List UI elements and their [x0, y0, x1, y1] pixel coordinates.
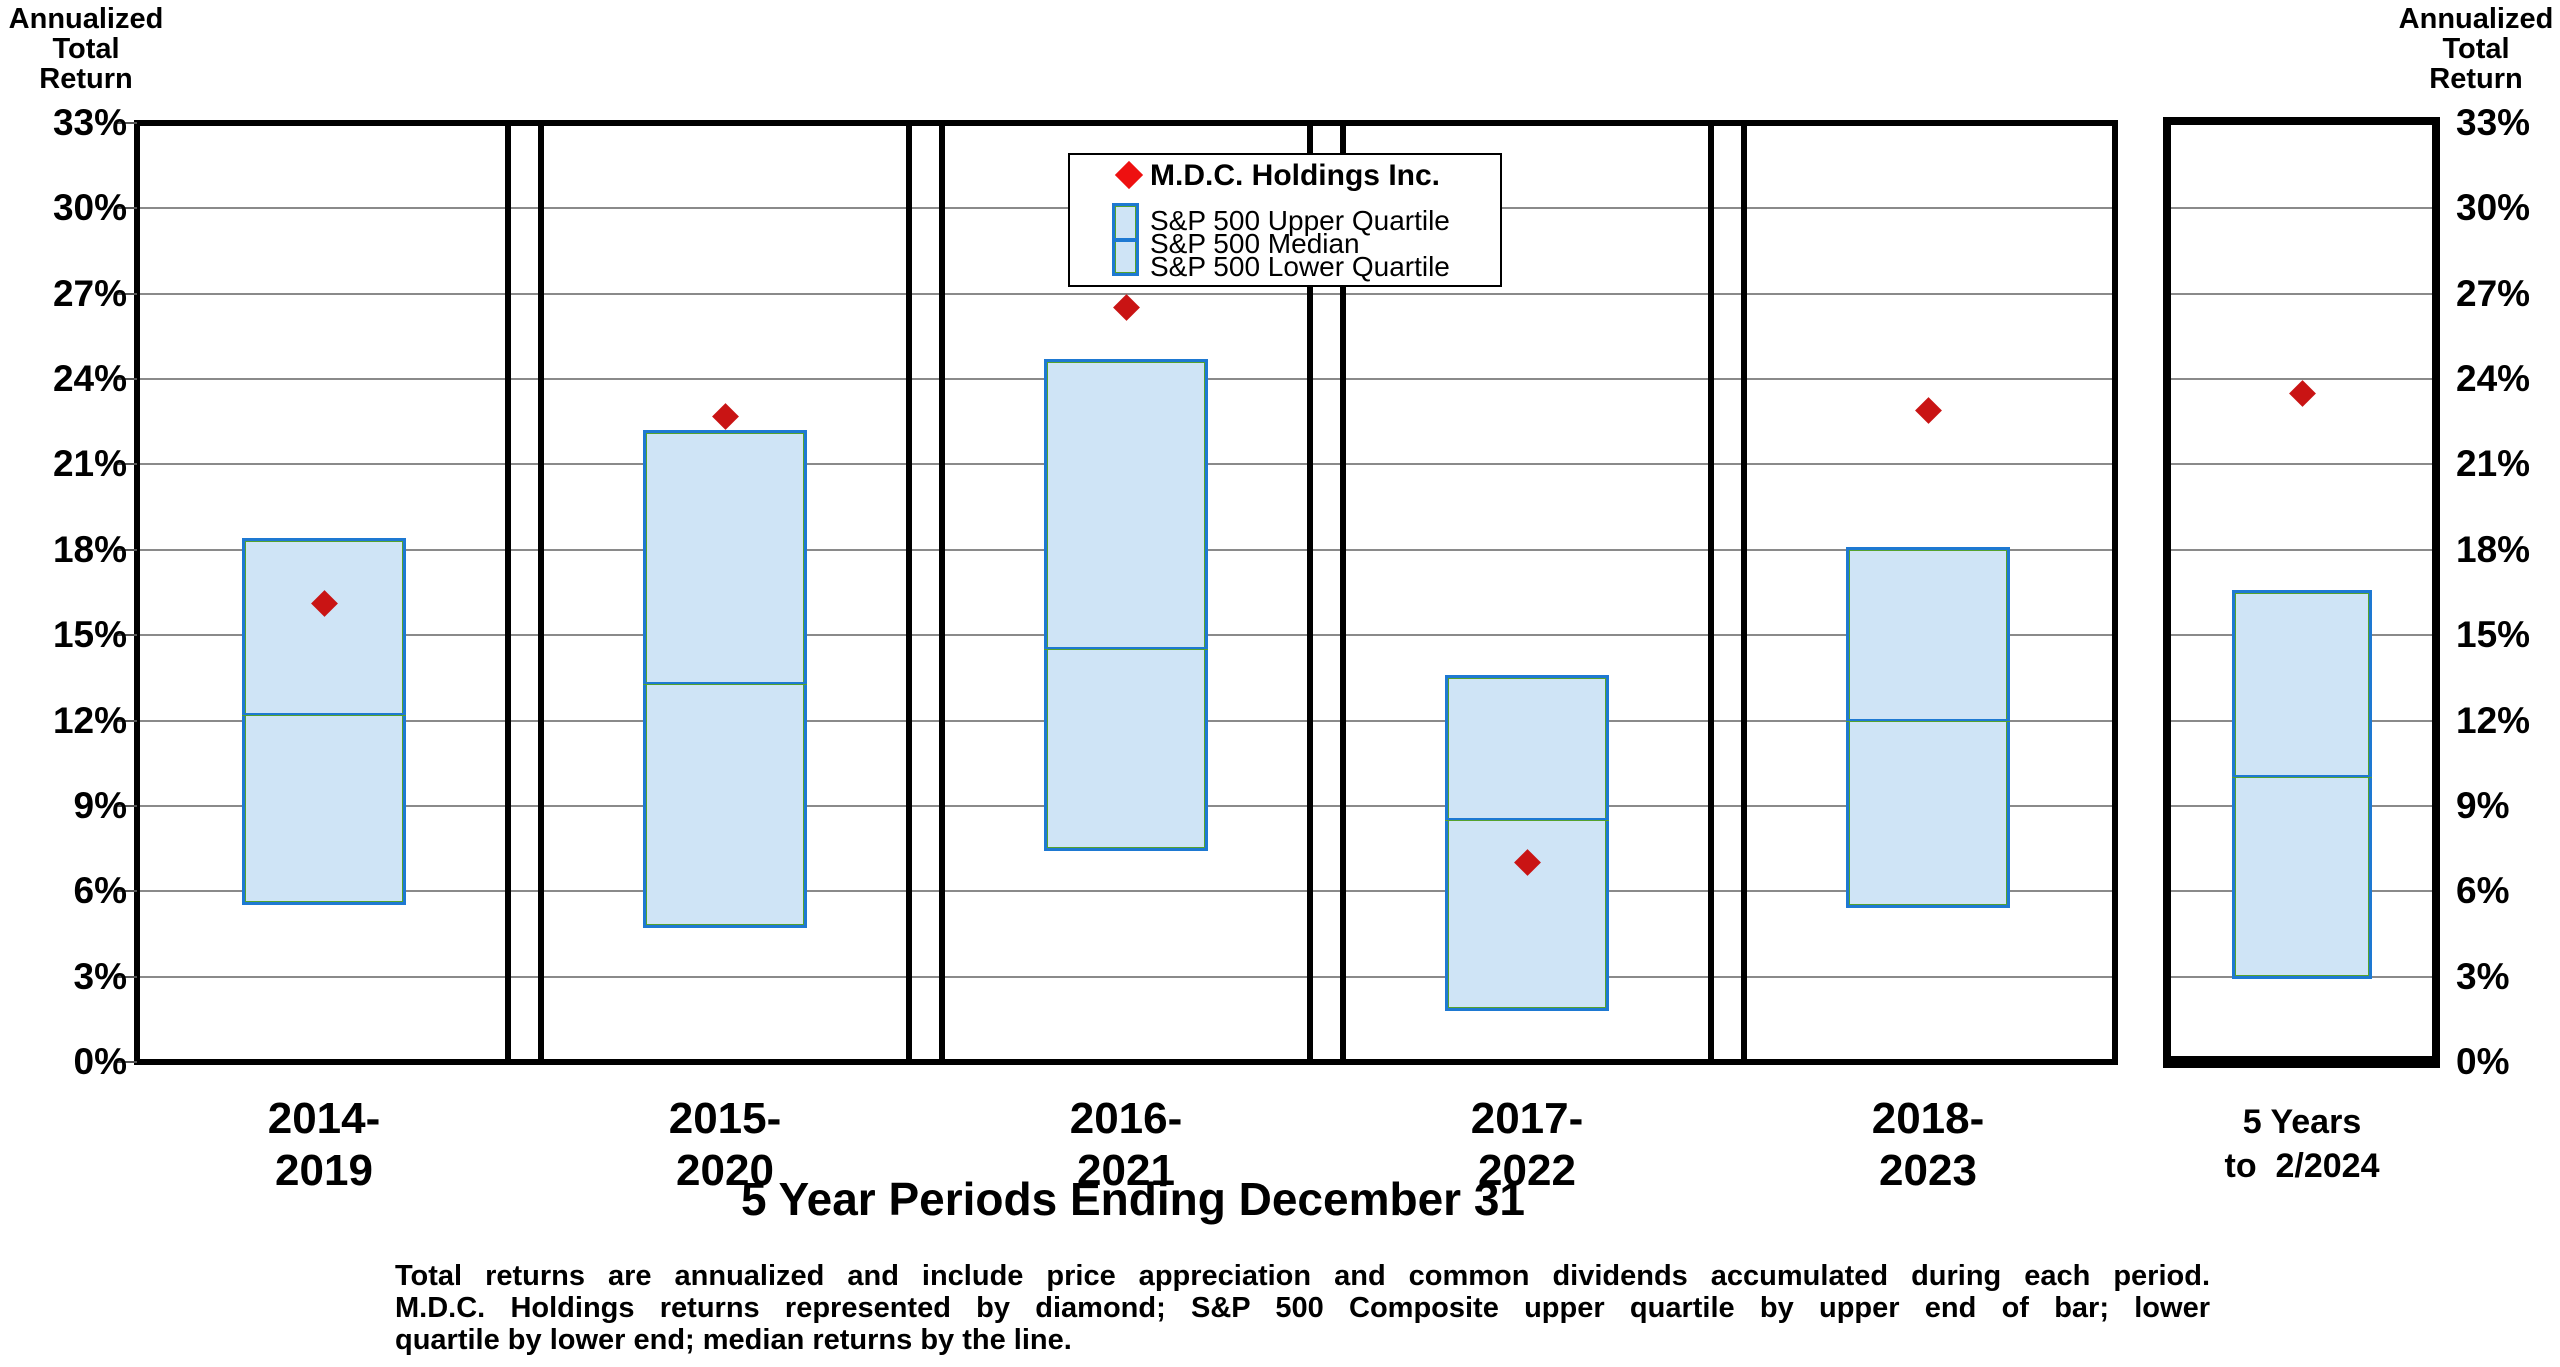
y-axis-tick	[115, 292, 137, 295]
y-axis-tick-label-left: 0%	[73, 1041, 127, 1082]
y-axis-tick-label-right: 30%	[2456, 187, 2531, 229]
y-axis-title-line: Return	[39, 63, 133, 95]
y-axis-tick-label-left: 3%	[73, 955, 127, 997]
x-axis-category-label: 5 Years to 2/2024	[2224, 1103, 2380, 1185]
y-axis-tick-label-right: 33%	[2456, 101, 2531, 143]
y-axis-tick-label-left: 12%	[52, 699, 127, 741]
y-axis-tick-label-left: 9%	[73, 784, 127, 826]
x-axis-category-label: 2015- 2020	[668, 1094, 782, 1195]
y-axis-tick-label-right: 3%	[2456, 955, 2510, 997]
sp500-median-line	[643, 681, 807, 685]
x-axis-title: 5 Year Periods Ending December 31	[740, 1173, 1526, 1225]
y-axis-tick	[115, 378, 137, 381]
panel-divider	[906, 120, 912, 1065]
gridline	[140, 292, 2112, 295]
y-axis-title-line: Return	[2429, 63, 2523, 95]
panel-divider	[538, 120, 544, 1065]
x-axis-category-label: 2014- 2019	[267, 1094, 381, 1195]
x-axis-category-label: 2017- 2022	[1470, 1094, 1584, 1195]
y-axis-title-line: Total	[52, 33, 120, 65]
panel-divider	[939, 120, 945, 1065]
y-axis-tick-label-left: 15%	[52, 614, 127, 656]
gridline	[2171, 463, 2432, 466]
y-axis-tick	[115, 804, 137, 807]
sp500-median-line	[1445, 818, 1609, 822]
y-axis-tick-label-right: 27%	[2456, 272, 2531, 314]
y-axis-tick	[115, 207, 137, 210]
y-axis-tick	[115, 463, 137, 466]
y-axis-tick-label-left: 21%	[52, 443, 127, 485]
y-axis-tick	[115, 890, 137, 893]
y-axis-tick	[115, 1061, 137, 1063]
gridline	[2171, 548, 2432, 551]
footnote: Total returns are annualized and include…	[395, 1260, 2210, 1356]
sp500-quartile-bar	[2232, 589, 2372, 980]
y-axis-tick	[115, 548, 137, 551]
gridline	[140, 975, 2112, 978]
sp500-median-line	[1044, 647, 1208, 651]
y-axis-tick-label-left: 27%	[52, 272, 127, 314]
panel-divider	[1307, 120, 1313, 1065]
panel-divider	[1741, 120, 1747, 1065]
y-axis-tick-label-right: 0%	[2456, 1041, 2510, 1082]
legend-label-upper-quartile: S&P 500 Upper Quartile	[1150, 205, 1450, 236]
gridline	[2171, 207, 2432, 210]
gridline	[140, 890, 2112, 893]
sp500-median-line	[1846, 718, 2010, 722]
y-axis-title-line: Annualized	[8, 3, 164, 35]
sp500-median-line	[242, 712, 406, 716]
sp500-quartile-bar	[1044, 359, 1208, 852]
y-axis-tick-label-left: 6%	[73, 870, 127, 912]
y-axis-tick-label-left: 33%	[52, 101, 127, 143]
panel-divider	[1340, 120, 1346, 1065]
sp500-median-line	[2232, 775, 2372, 779]
gridline	[2171, 378, 2432, 381]
y-axis-tick-label-right: 24%	[2456, 358, 2531, 400]
y-axis-tick-label-right: 15%	[2456, 614, 2531, 656]
panel-divider	[505, 120, 511, 1065]
y-axis-tick	[115, 719, 137, 722]
sp500-quartile-bar	[1846, 546, 2010, 909]
y-axis-title-right: Annualized Total Return	[2391, 4, 2560, 94]
y-axis-tick-label-right: 12%	[2456, 699, 2531, 741]
highlighted-panel-border	[2163, 117, 2440, 1068]
footnote-line: quartile by lower end; median returns by…	[395, 1324, 1072, 1356]
y-axis-title-left: Annualized Total Return	[1, 4, 171, 94]
footnote-line: Total returns are annualized and include…	[395, 1260, 2210, 1292]
y-axis-tick-label-left: 30%	[52, 187, 127, 229]
gridline	[2171, 292, 2432, 295]
y-axis-tick	[115, 975, 137, 978]
main-panels-border	[134, 120, 2118, 1065]
legend-label-mdc: M.D.C. Holdings Inc.	[1150, 159, 1440, 192]
y-axis-tick	[115, 121, 137, 124]
legend-label-median: S&P 500 Median	[1150, 228, 1360, 259]
sp500-quartile-bar	[643, 430, 807, 929]
y-axis-tick	[115, 634, 137, 637]
legend-label-lower-quartile: S&P 500 Lower Quartile	[1150, 251, 1450, 282]
y-axis-tick-label-right: 21%	[2456, 443, 2531, 485]
panel-divider	[1708, 120, 1714, 1065]
legend-median-line-icon	[1115, 238, 1136, 242]
y-axis-title-line: Total	[2442, 33, 2510, 65]
y-axis-title-line: Annualized	[2398, 3, 2554, 35]
y-axis-tick-label-right: 6%	[2456, 870, 2510, 912]
y-axis-tick-label-left: 18%	[52, 528, 127, 570]
x-axis-category-label: 2016- 2021	[1069, 1094, 1183, 1195]
legend-quartile-bar-icon	[1112, 203, 1139, 276]
x-axis-category-label: 2018- 2023	[1871, 1094, 1985, 1195]
footnote-line: M.D.C. Holdings returns represented by d…	[395, 1292, 2210, 1324]
sp500-quartile-bar	[1445, 675, 1609, 1011]
y-axis-tick-label-left: 24%	[52, 358, 127, 400]
y-axis-tick-label-right: 9%	[2456, 784, 2510, 826]
y-axis-tick-label-right: 18%	[2456, 528, 2531, 570]
